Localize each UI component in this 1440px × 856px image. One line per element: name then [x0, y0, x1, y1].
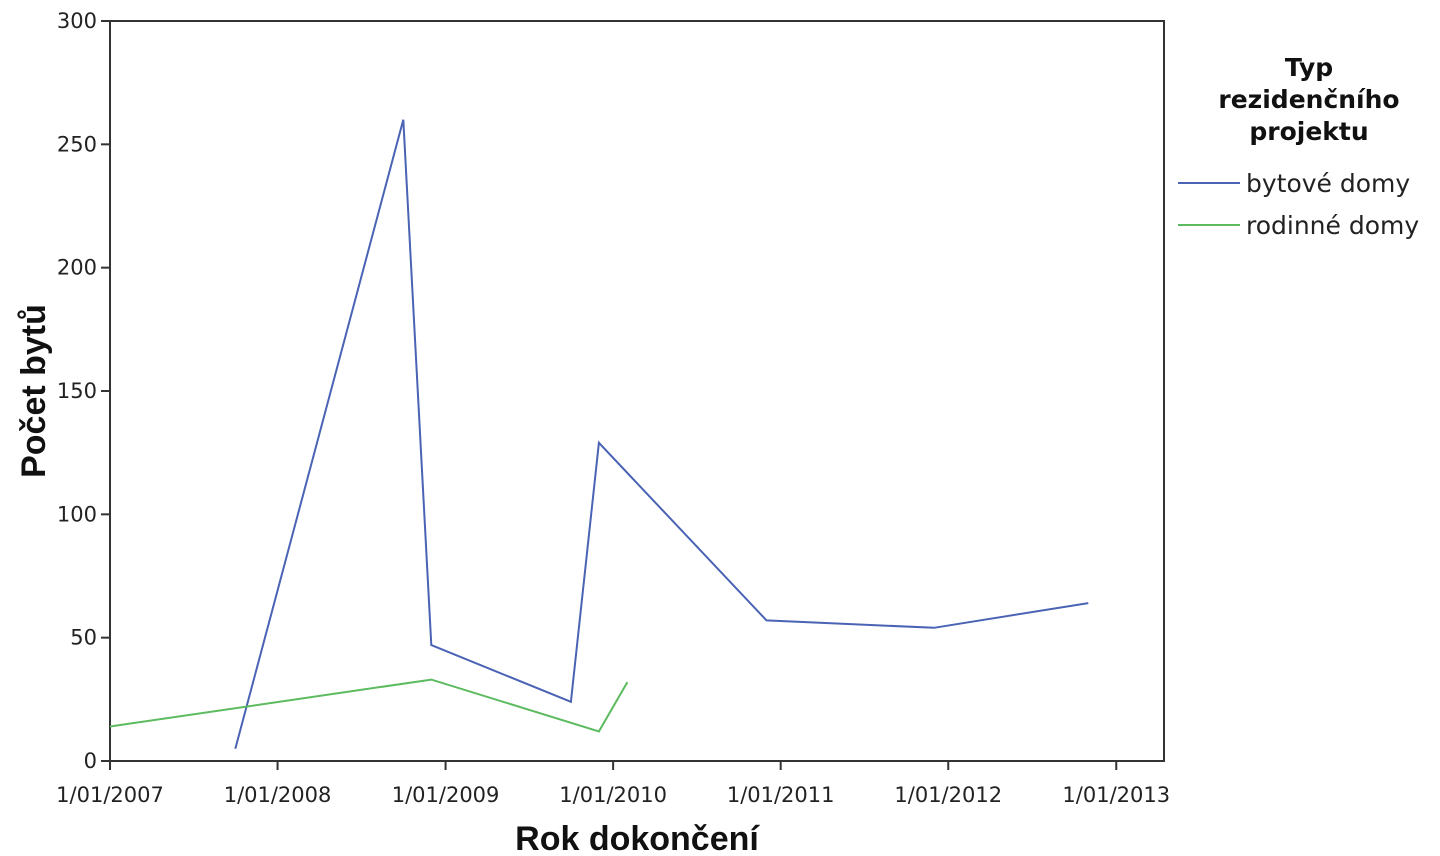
y-tick-label: 150	[57, 379, 97, 403]
legend-title-line: Typ	[1284, 53, 1334, 82]
legend-swatch	[1178, 182, 1240, 184]
y-tick-label: 200	[57, 256, 97, 280]
series-line-rodinne-domy	[109, 678, 629, 733]
x-tick-label: 1/01/2012	[894, 783, 1002, 807]
legend-label: rodinné domy	[1246, 210, 1420, 240]
y-tick-label: 100	[57, 502, 97, 526]
y-tick-label: 300	[57, 9, 97, 33]
y-axis-title: Počet bytů	[15, 304, 53, 478]
x-tick-label: 1/01/2008	[224, 783, 332, 807]
x-tick-label: 1/01/2013	[1062, 783, 1170, 807]
legend-item-rodinne-domy: rodinné domy	[1178, 204, 1440, 246]
series-line-bytove-domy	[234, 119, 1089, 749]
y-tick-label: 250	[57, 132, 97, 156]
x-tick-label: 1/01/2009	[392, 783, 500, 807]
x-tick-label: 1/01/2010	[559, 783, 667, 807]
y-tick-label: 50	[70, 626, 97, 650]
legend: Typ rezidenčního projektu bytové domy ro…	[1178, 52, 1440, 246]
x-tick-label: 1/01/2011	[727, 783, 835, 807]
legend-item-bytove-domy: bytové domy	[1178, 162, 1440, 204]
legend-title-line: rezidenčního	[1218, 85, 1400, 114]
plot-frame	[109, 20, 1165, 762]
x-tick-label: 1/01/2007	[56, 783, 164, 807]
x-axis-ticks: 1/01/2007 1/01/2008 1/01/2009 1/01/2010 1/01…	[56, 761, 1170, 807]
legend-swatch	[1178, 224, 1240, 226]
y-axis-ticks: 0 50 100 150 200 250 300	[57, 9, 110, 773]
legend-title-line: projektu	[1249, 117, 1369, 146]
legend-label: bytové domy	[1246, 168, 1411, 198]
series-layer	[109, 119, 1089, 749]
x-axis-title: Rok dokončení	[515, 820, 760, 856]
y-tick-label: 0	[84, 749, 97, 773]
legend-title: Typ rezidenčního projektu	[1178, 52, 1440, 148]
